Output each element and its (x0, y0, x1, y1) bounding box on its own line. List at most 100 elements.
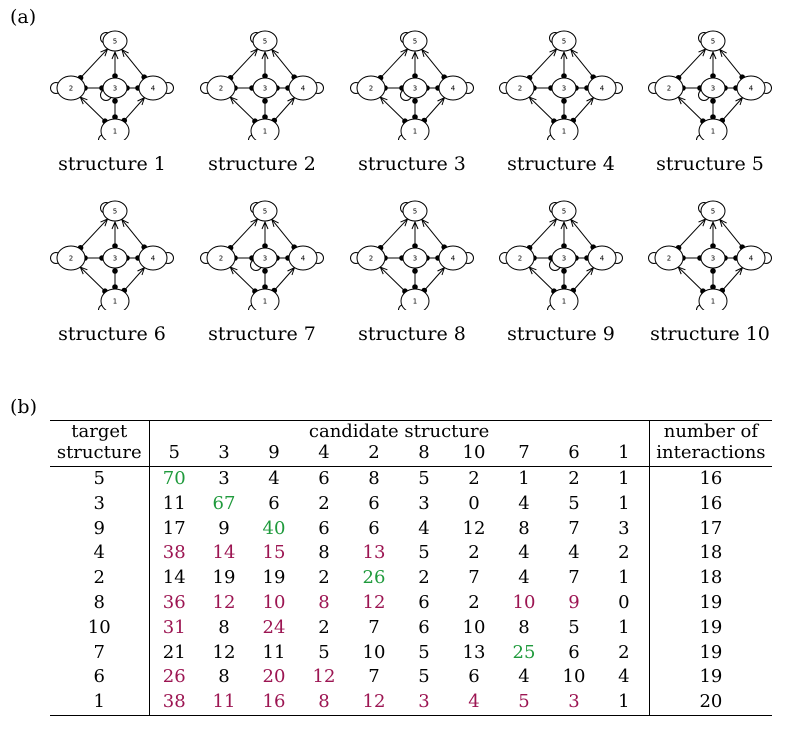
edge-1-3-dot (561, 268, 567, 274)
edge-3-5-arrowhead (411, 220, 419, 230)
target-structure-cell: 4 (50, 541, 150, 567)
count-cell: 20 (262, 666, 286, 688)
node-3 (102, 77, 128, 99)
edge-1-4 (720, 267, 743, 293)
count-cell: 7 (568, 567, 580, 589)
target-structure-cell: 8 (50, 590, 150, 616)
node-5 (700, 30, 726, 52)
count-cell: 14 (162, 567, 186, 589)
count-cell: 8 (518, 517, 530, 539)
structure-graph-svg: 1 2 3 4 5 (350, 200, 474, 316)
edge-1-2 (79, 96, 107, 123)
edge-1-4 (422, 267, 445, 293)
table-row: 10 31 8 24 2 7 6 10 8 5 1 19 (50, 615, 773, 641)
node-label-4: 4 (301, 255, 306, 263)
count-cell: 5 (418, 641, 430, 663)
node-2 (505, 75, 535, 101)
edge-1-3-tail-dot (561, 284, 567, 290)
node-label-4: 4 (451, 255, 456, 263)
count-cell: 36 (162, 591, 186, 613)
candidate-column-header: 10 (449, 442, 499, 467)
count-cell: 12 (212, 591, 236, 613)
count-cell: 6 (268, 492, 280, 514)
edge-3-5-tail-dot (412, 73, 418, 79)
count-cell: 10 (462, 616, 486, 638)
count-cell: 4 (268, 468, 280, 489)
edge-1-3-dot (412, 268, 418, 274)
edge-1-2 (379, 96, 407, 123)
structure-graph: 1 2 3 4 5 (347, 30, 477, 146)
node-5 (252, 200, 278, 222)
structure-graph-svg: 1 2 3 4 5 (50, 200, 174, 316)
node-label-1: 1 (113, 128, 117, 136)
node-label-5: 5 (413, 208, 417, 216)
node-2 (654, 245, 684, 271)
edge-1-4 (422, 97, 445, 123)
count-cell: 7 (368, 666, 380, 688)
node-3 (551, 77, 577, 99)
count-cell: 4 (418, 517, 430, 539)
edge-4-5 (421, 219, 446, 249)
node-2 (206, 75, 236, 101)
edge-1-3-dot (262, 268, 268, 274)
count-cell: 4 (449, 690, 499, 716)
edge-3-5-arrowhead (261, 220, 269, 230)
node-4 (736, 245, 766, 271)
count-cell: 12 (312, 666, 336, 688)
count-cell: 6 (568, 641, 580, 663)
count-cell: 2 (318, 492, 330, 514)
count-cell: 6 (468, 666, 480, 688)
edge-1-3-tail-dot (710, 284, 716, 290)
edge-1-4 (571, 267, 594, 293)
edge-1-3-dot (112, 98, 118, 104)
edge-3-5-tail-dot (262, 243, 268, 249)
interactions-cell: 17 (648, 516, 773, 542)
structure-caption: structure 6 (58, 323, 166, 345)
edge-1-3-dot (412, 98, 418, 104)
structure-caption: structure 8 (358, 323, 466, 345)
count-cell: 1 (618, 616, 630, 638)
node-2 (356, 245, 386, 271)
edge-1-3-tail-dot (112, 284, 118, 290)
candidate-column-header: 2 (349, 442, 399, 467)
count-cell: 8 (218, 666, 230, 688)
node-label-4: 4 (749, 85, 754, 93)
count-cell: 5 (499, 690, 549, 716)
edge-3-5-arrowhead (560, 220, 568, 230)
count-cell: 6 (368, 492, 380, 514)
node-label-3: 3 (413, 255, 417, 263)
edge-3-5-tail-dot (262, 73, 268, 79)
node-label-5: 5 (562, 208, 566, 216)
edge-1-3-tail-dot (262, 284, 268, 290)
count-cell: 2 (618, 542, 630, 564)
count-cell: 8 (368, 468, 380, 489)
node-label-4: 4 (151, 85, 156, 93)
edge-1-3-tail-dot (412, 284, 418, 290)
count-cell: 10 (512, 591, 536, 613)
structure-graph: 1 2 3 4 5 (197, 30, 327, 146)
candidate-column-header: 4 (299, 442, 349, 467)
edge-1-4 (122, 267, 145, 293)
edge-1-4 (272, 97, 295, 123)
structure-caption: structure 4 (507, 153, 615, 175)
count-cell: 1 (618, 492, 630, 514)
target-structure-cell: 10 (50, 615, 150, 641)
node-label-1: 1 (113, 298, 117, 306)
candidate-column-header: 6 (549, 442, 599, 467)
structure-graph-svg: 1 2 3 4 5 (50, 30, 174, 146)
node-label-4: 4 (600, 255, 605, 263)
count-cell: 3 (618, 517, 630, 539)
structure-caption: structure 10 (650, 323, 770, 345)
count-cell: 19 (262, 567, 286, 589)
count-cell: 12 (462, 517, 486, 539)
header-candidate: candidate structure (149, 420, 650, 442)
node-4 (288, 245, 318, 271)
node-5 (102, 30, 128, 52)
node-3 (252, 77, 278, 99)
node-3 (551, 247, 577, 269)
structure-graph: 1 2 3 4 5 (645, 200, 775, 316)
count-cell: 6 (318, 468, 330, 489)
header-interactions-1: number of (648, 420, 773, 442)
node-label-4: 4 (600, 85, 605, 93)
edge-2-5 (676, 48, 706, 80)
